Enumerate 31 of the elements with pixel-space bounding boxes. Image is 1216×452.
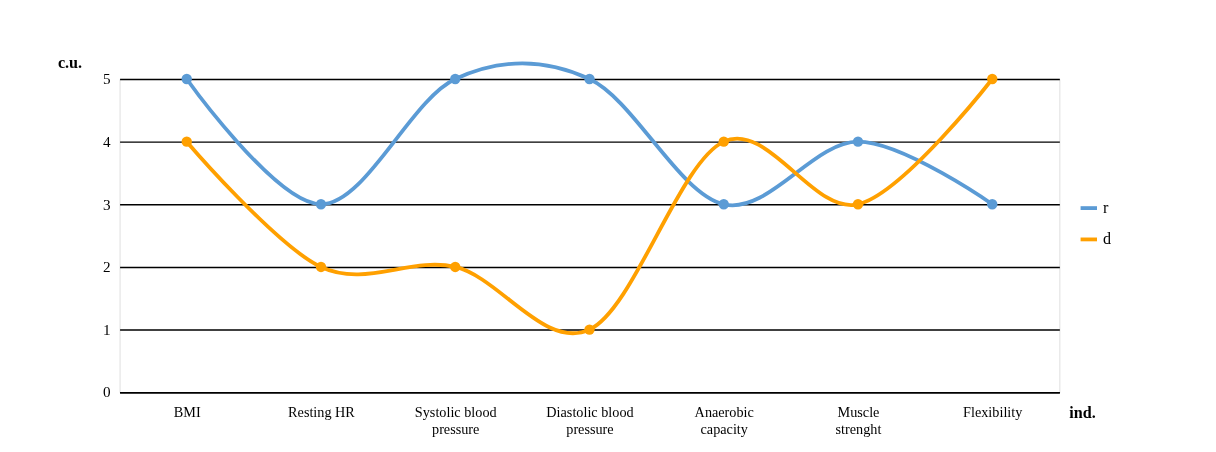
point — [718, 136, 729, 147]
point — [852, 199, 864, 210]
point — [987, 73, 998, 85]
point — [718, 199, 729, 210]
point — [315, 199, 327, 210]
x-tick-label: Systolic blood pressure — [414, 404, 497, 437]
y-tick-label: 4 — [102, 132, 111, 150]
legend-label: d — [1103, 230, 1112, 248]
y-tick-label: 5 — [102, 70, 111, 88]
point — [181, 136, 192, 147]
y-axis-title: c.u. — [57, 54, 83, 72]
x-tick-label: Flexibility — [963, 404, 1024, 421]
x-tick-label: Muscle strenght — [835, 404, 882, 437]
y-tick-label: 3 — [102, 195, 111, 213]
point — [852, 136, 864, 147]
point — [315, 261, 327, 273]
x-tick-label: Diastolic blood pressure — [546, 404, 634, 437]
point — [181, 73, 192, 85]
point — [584, 324, 595, 335]
y-tick-label: 0 — [102, 383, 111, 401]
legend-label: r — [1103, 198, 1110, 216]
y-tick-label: 1 — [102, 320, 111, 338]
point — [987, 199, 998, 210]
x-axis-title: ind. — [1069, 404, 1096, 422]
x-tick-label: Anaerobic capacity — [694, 404, 754, 437]
point — [584, 73, 595, 85]
x-tick-label: BMI — [173, 404, 201, 421]
x-tick-label: Resting HR — [288, 404, 356, 421]
point — [450, 261, 461, 273]
y-tick-label: 2 — [102, 258, 111, 276]
point — [450, 73, 461, 85]
